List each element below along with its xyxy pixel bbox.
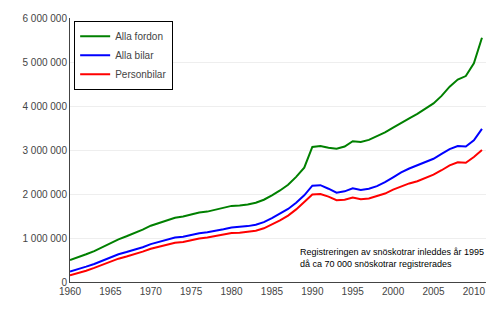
svg-text:2 000 000: 2 000 000 (23, 189, 68, 200)
svg-text:4 000 000: 4 000 000 (23, 101, 68, 112)
svg-text:Alla fordon: Alla fordon (115, 31, 163, 42)
svg-text:1990: 1990 (301, 286, 324, 297)
svg-text:1975: 1975 (180, 286, 203, 297)
svg-text:2005: 2005 (422, 286, 445, 297)
svg-text:2000: 2000 (382, 286, 405, 297)
svg-text:Registreringen av snöskotrar i: Registreringen av snöskotrar inleddes år… (300, 247, 484, 269)
svg-text:1 000 000: 1 000 000 (23, 233, 68, 244)
svg-text:1965: 1965 (99, 286, 122, 297)
svg-text:1995: 1995 (342, 286, 365, 297)
svg-text:2010: 2010 (463, 286, 486, 297)
svg-text:1970: 1970 (140, 286, 163, 297)
svg-text:5 000 000: 5 000 000 (23, 57, 68, 68)
svg-text:Personbilar: Personbilar (115, 69, 166, 80)
svg-text:1985: 1985 (261, 286, 284, 297)
svg-text:1980: 1980 (220, 286, 243, 297)
svg-text:0: 0 (61, 277, 67, 288)
svg-text:3 000 000: 3 000 000 (23, 145, 68, 156)
svg-text:6 000 000: 6 000 000 (23, 13, 68, 24)
svg-text:Alla bilar: Alla bilar (115, 50, 154, 61)
svg-text:1960: 1960 (59, 286, 82, 297)
